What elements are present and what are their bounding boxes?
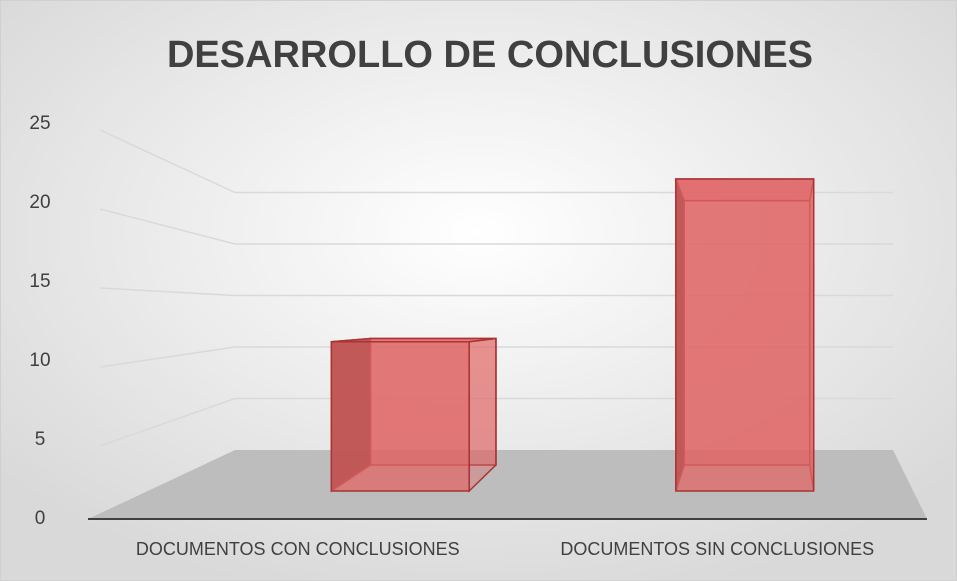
x-tick-label: DOCUMENTOS CON CONCLUSIONES bbox=[136, 539, 460, 559]
bar-front bbox=[675, 178, 815, 492]
bar-front bbox=[330, 340, 470, 492]
grid-line bbox=[99, 129, 236, 194]
bar bbox=[674, 178, 815, 492]
bar bbox=[330, 337, 497, 493]
chart-title: DESARROLLO DE CONCLUSIONES bbox=[167, 34, 813, 76]
y-tick-label: 0 bbox=[35, 508, 46, 529]
grid-line bbox=[99, 397, 236, 447]
y-tick-label: 10 bbox=[29, 350, 50, 371]
y-tick-label: 5 bbox=[35, 429, 46, 450]
grid-line bbox=[99, 346, 236, 368]
y-tick-label: 20 bbox=[29, 192, 50, 213]
x-tick-label: DOCUMENTOS SIN CONCLUSIONES bbox=[560, 539, 874, 559]
grid-line bbox=[99, 208, 236, 245]
y-tick-label: 15 bbox=[29, 271, 50, 292]
bar-right bbox=[468, 337, 497, 493]
grid-line bbox=[99, 287, 236, 297]
y-tick-label: 25 bbox=[29, 113, 50, 134]
